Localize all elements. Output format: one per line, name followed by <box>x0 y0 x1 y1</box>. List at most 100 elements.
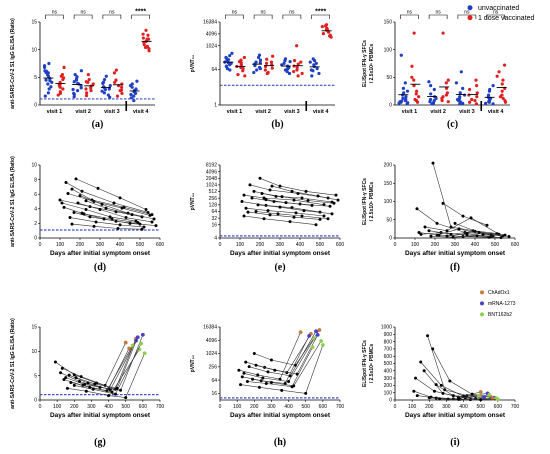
y-tick-label: 2 <box>34 221 37 227</box>
data-point <box>412 31 416 35</box>
data-point <box>116 227 120 231</box>
data-point <box>479 398 483 402</box>
data-point <box>74 78 78 82</box>
data-point <box>290 206 294 210</box>
data-point <box>115 386 119 390</box>
data-point <box>132 94 136 98</box>
data-point <box>42 64 47 68</box>
legend-entry: 1 dose vaccinated <box>478 15 535 22</box>
y-axis-label: pVNT₅₀ <box>190 55 196 73</box>
data-point <box>474 102 479 106</box>
data-point <box>135 79 139 83</box>
y-axis-label: anti-SARS-CoV-2 S1 IgG ELISA (Ratio) <box>10 156 16 247</box>
data-point <box>400 99 404 103</box>
data-point <box>236 72 240 77</box>
series-line <box>65 182 149 213</box>
data-point <box>64 181 68 185</box>
data-point <box>256 373 260 377</box>
data-point <box>142 43 146 47</box>
data-point <box>414 92 418 96</box>
y-tick-label: 0 <box>389 236 392 242</box>
data-point <box>87 77 91 82</box>
y-tick-label: 10 <box>31 163 37 169</box>
data-point <box>477 231 481 235</box>
x-tick-label: 300 <box>96 242 105 248</box>
data-point <box>299 60 303 64</box>
data-point <box>241 67 245 71</box>
data-point <box>269 380 273 384</box>
data-point <box>143 45 148 50</box>
data-point <box>300 214 304 218</box>
data-point <box>139 341 144 346</box>
panel-label: (g) <box>94 437 106 448</box>
data-point <box>79 375 83 379</box>
data-point <box>292 69 296 74</box>
data-point <box>304 391 308 395</box>
data-point <box>295 68 299 72</box>
data-point <box>441 31 445 35</box>
y-axis-label-line2: / 2.5x10⁵ PBMCs <box>369 182 375 222</box>
series-line <box>255 211 329 219</box>
data-point <box>318 210 322 214</box>
data-point <box>225 56 229 61</box>
series-line <box>432 163 498 234</box>
data-point <box>481 232 485 236</box>
y-tick-label: 128 <box>209 203 218 209</box>
y-tick-label: 0 <box>34 103 37 109</box>
data-point <box>469 216 473 220</box>
data-point <box>468 100 472 104</box>
series-line <box>243 215 317 225</box>
x-tick-label: 200 <box>76 242 85 248</box>
data-point <box>412 389 416 393</box>
x-tick-label: 400 <box>284 404 293 410</box>
data-point <box>147 49 151 53</box>
data-point <box>148 213 152 217</box>
series-line <box>71 188 153 215</box>
data-point <box>290 189 294 193</box>
y-tick-label: 1 <box>214 103 217 109</box>
data-point <box>130 213 134 217</box>
data-point <box>501 96 505 100</box>
category-label: visit 2 <box>75 109 91 115</box>
y-tick-label: 100 <box>384 199 393 205</box>
data-point <box>470 97 474 102</box>
x-tick-label: 600 <box>511 242 520 248</box>
data-point <box>264 198 268 202</box>
data-point <box>84 93 89 98</box>
category-label: visit 3 <box>284 109 300 115</box>
series-line <box>71 223 143 230</box>
data-point <box>316 194 320 198</box>
data-point <box>319 339 324 343</box>
data-point <box>288 59 292 64</box>
data-point <box>292 215 296 219</box>
data-point <box>110 390 114 394</box>
panel-label: (d) <box>94 262 106 273</box>
data-point <box>112 71 117 75</box>
data-point <box>320 25 324 29</box>
y-tick-label: 15 <box>31 325 37 331</box>
data-point <box>245 380 249 384</box>
data-point <box>254 363 258 367</box>
data-point <box>414 376 418 380</box>
data-point <box>101 81 105 86</box>
y-axis-label: anti-SARS-CoV-2 S1 IgG ELISA (Ratio) <box>10 318 16 409</box>
data-point <box>307 333 312 338</box>
series-line <box>436 228 510 237</box>
y-tick-label: 700 <box>384 347 393 353</box>
category-label: visit 2 <box>430 109 446 115</box>
data-point <box>91 82 95 86</box>
data-point <box>300 196 304 200</box>
data-point <box>295 65 299 70</box>
data-point <box>84 208 88 212</box>
data-point <box>44 70 48 74</box>
series-line <box>259 178 337 196</box>
data-point <box>273 368 277 372</box>
data-point <box>451 394 455 398</box>
data-point <box>290 385 294 389</box>
data-point <box>53 360 57 364</box>
series-line <box>261 193 335 204</box>
data-point <box>475 95 479 99</box>
y-tick-label: 50 <box>386 75 392 81</box>
data-point <box>115 94 120 98</box>
x-tick-label: 300 <box>87 404 96 410</box>
